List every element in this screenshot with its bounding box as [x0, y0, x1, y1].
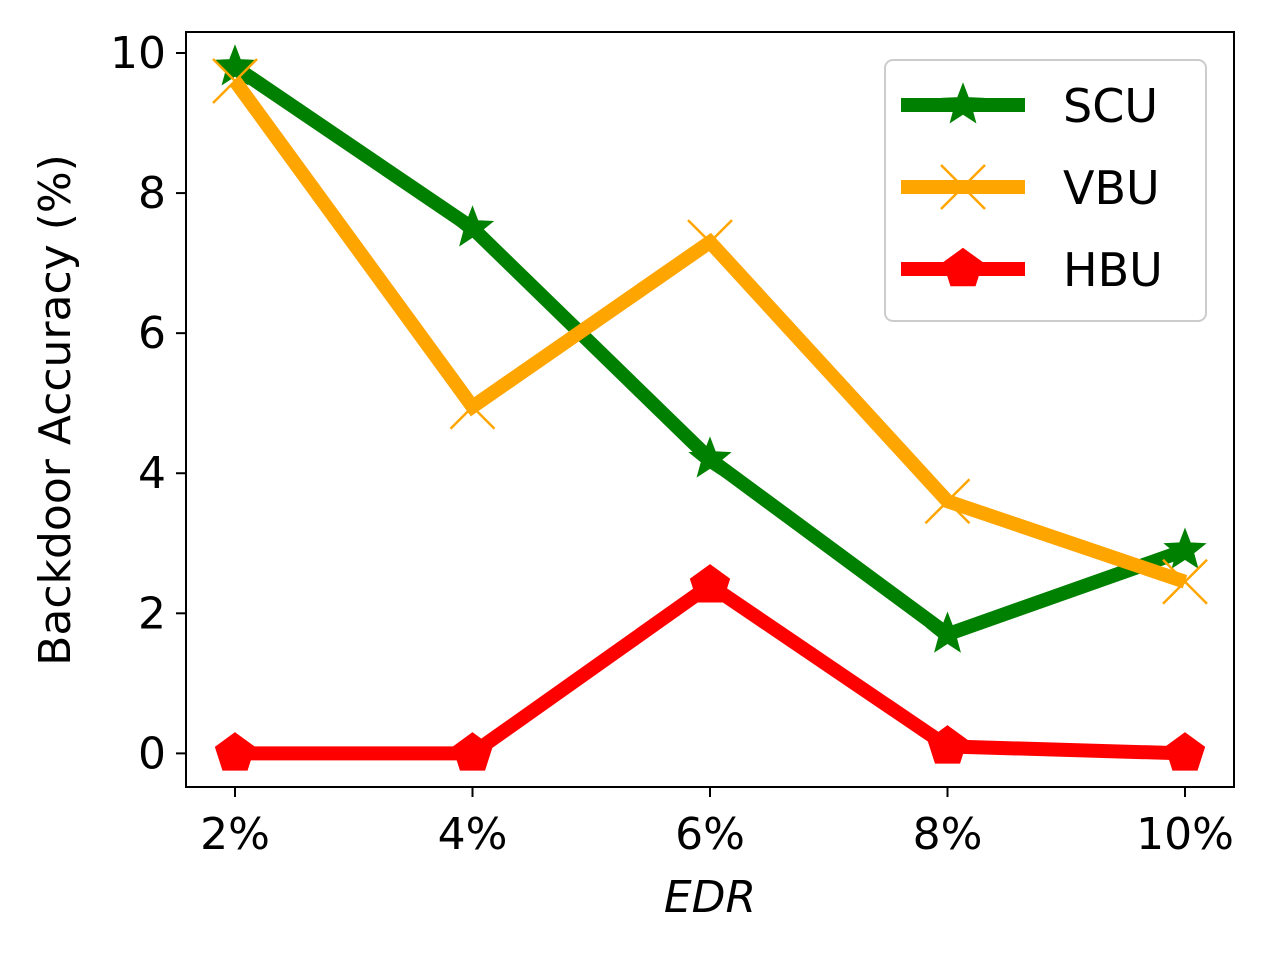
legend-marker-hbu: [942, 247, 984, 287]
data-point-hbu: [452, 732, 493, 771]
legend-label: HBU: [1063, 243, 1163, 297]
x-tick-label: 8%: [913, 809, 983, 860]
x-tick-label: 4%: [438, 809, 508, 860]
data-point-hbu: [214, 732, 256, 771]
legend-label: SCU: [1063, 79, 1158, 133]
data-point-scu: [688, 436, 732, 478]
x-axis-title: EDR: [664, 872, 756, 923]
y-tick-label: 10: [110, 28, 166, 79]
legend-entry-vbu: VBU: [901, 161, 1160, 215]
y-tick-label: 6: [138, 308, 166, 359]
data-point-vbu: [1162, 558, 1208, 605]
y-tick-label: 8: [138, 168, 166, 219]
data-point-hbu: [927, 725, 968, 764]
y-tick-label: 2: [138, 588, 166, 639]
legend-label: VBU: [1063, 161, 1160, 215]
y-axis-title: Backdoor Accuracy (%): [30, 154, 81, 666]
data-point-vbu: [449, 383, 496, 430]
series-scu: [213, 44, 1207, 653]
data-point-scu: [925, 611, 970, 653]
y-tick-label: 0: [138, 728, 166, 779]
series-layer: [212, 44, 1208, 771]
series-hbu: [214, 564, 1206, 771]
legend-entry-scu: SCU: [901, 79, 1158, 133]
data-point-scu: [450, 205, 495, 247]
data-point-hbu: [1164, 732, 1206, 771]
x-tick-label: 6%: [675, 809, 745, 860]
x-tick-label: 10%: [1136, 809, 1234, 860]
series-line-hbu: [235, 576, 1186, 761]
data-point-scu: [213, 44, 257, 86]
data-point-scu: [1163, 527, 1207, 569]
legend-entry-hbu: HBU: [901, 243, 1163, 297]
data-point-vbu: [212, 58, 258, 104]
legend-marker-vbu: [940, 164, 986, 210]
y-tick-label: 4: [138, 448, 166, 499]
data-point-hbu: [689, 564, 731, 603]
ticks-layer: 0 2 4 6 8 10 2% 4% 6% 8% 10%: [110, 28, 1234, 860]
legend-marker-scu: [941, 82, 985, 124]
x-tick-label: 2%: [200, 809, 270, 860]
series-vbu: [212, 58, 1208, 605]
data-point-vbu: [924, 478, 971, 525]
legend: SCU VBU HBU: [884, 59, 1207, 322]
data-point-vbu: [687, 219, 733, 265]
